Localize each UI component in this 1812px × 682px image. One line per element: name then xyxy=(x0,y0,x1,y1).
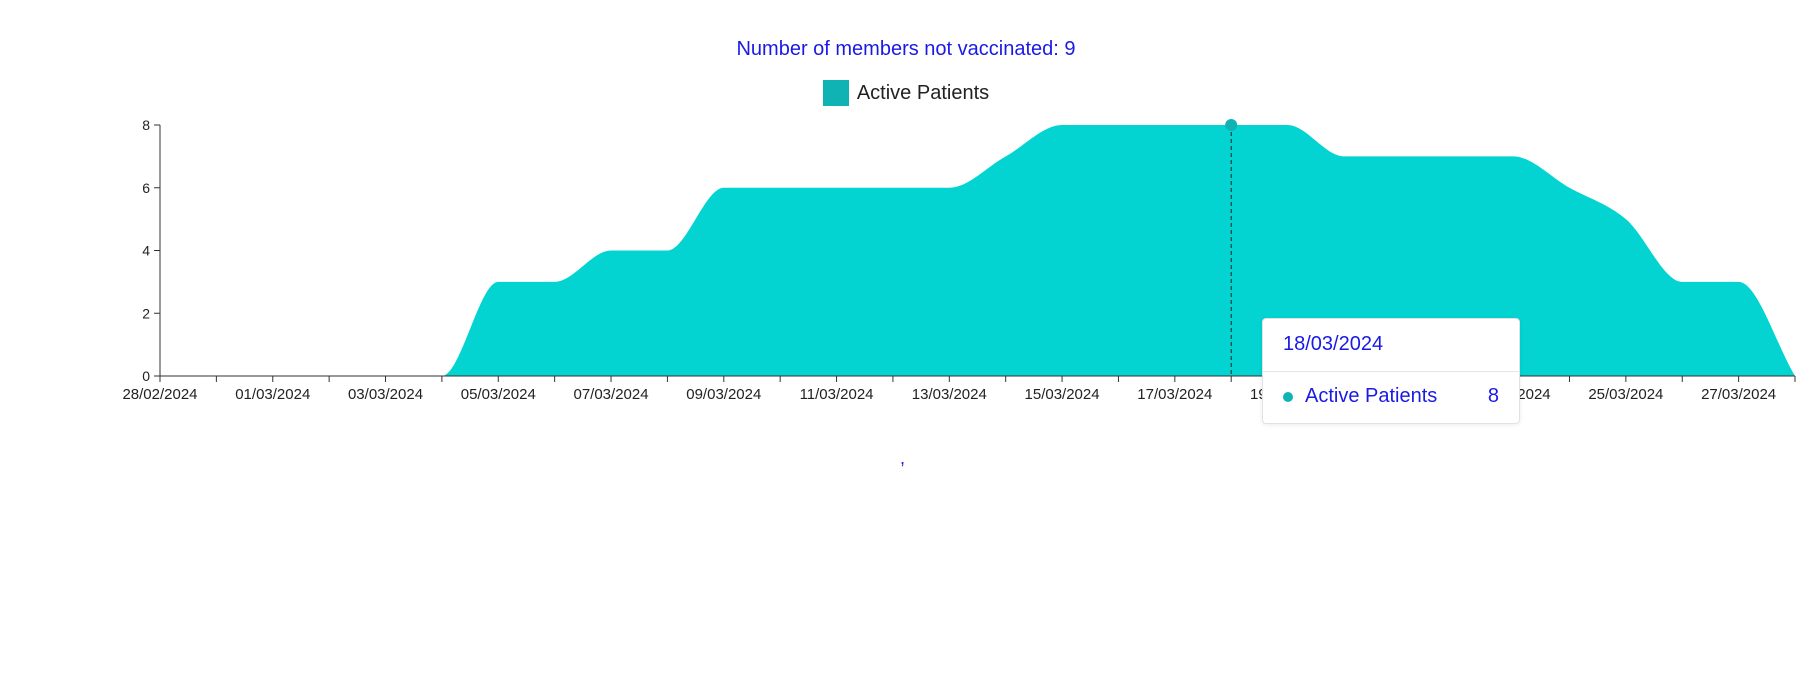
tooltip-series-name: Active Patients xyxy=(1305,385,1438,407)
hover-cursor xyxy=(1225,119,1238,376)
tooltip-value: 8 xyxy=(1487,385,1499,407)
x-tick-label: 15/03/2024 xyxy=(1025,386,1100,403)
x-tick-label: 09/03/2024 xyxy=(686,386,761,403)
y-tick-label: 2 xyxy=(142,305,150,321)
x-tick-label: 03/03/2024 xyxy=(348,386,423,403)
x-tick-label: 28/02/2024 xyxy=(122,386,197,403)
x-tick-label: 01/03/2024 xyxy=(235,386,310,403)
hover-point xyxy=(1225,119,1238,131)
area-layer[interactable] xyxy=(160,125,1795,376)
legend[interactable]: Active Patients xyxy=(0,80,1812,106)
series-area-active-patients[interactable] xyxy=(160,125,1795,376)
y-tick-label: 0 xyxy=(142,368,150,384)
x-tick-label: 17/03/2024 xyxy=(1137,386,1212,403)
y-tick-label: 6 xyxy=(142,180,150,196)
tooltip-row: Active Patients 8 xyxy=(1283,385,1499,408)
chart-title: Number of members not vaccinated: 9 xyxy=(736,38,1076,60)
x-tick-label: 25/03/2024 xyxy=(1588,386,1663,403)
stray-comma: , xyxy=(900,448,906,468)
tooltip-date: 18/03/2024 xyxy=(1283,333,1384,355)
x-axis: 28/02/2024 01/03/2024 03/03/2024 05/03/2024… xyxy=(122,375,1796,403)
legend-swatch xyxy=(822,80,849,106)
y-axis: 0 2 4 6 8 xyxy=(142,117,161,384)
x-tick-label: 05/03/2024 xyxy=(461,386,536,403)
legend-label: Active Patients xyxy=(856,81,990,104)
chart-tooltip: 18/03/2024 Active Patients 8 xyxy=(1262,318,1520,424)
series-dot-icon xyxy=(1283,391,1293,402)
x-tick-label: 27/03/2024 xyxy=(1701,386,1776,403)
x-tick-label: 13/03/2024 xyxy=(912,386,987,403)
tooltip-divider xyxy=(1263,371,1519,372)
y-tick-label: 8 xyxy=(142,117,150,133)
y-tick-label: 4 xyxy=(142,243,150,259)
x-tick-label: 07/03/2024 xyxy=(573,386,648,403)
x-tick-label: 11/03/2024 xyxy=(800,386,874,403)
